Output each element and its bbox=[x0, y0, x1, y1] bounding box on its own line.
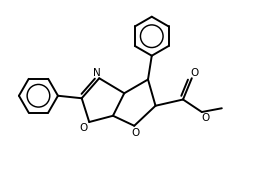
Text: O: O bbox=[131, 128, 140, 138]
Text: N: N bbox=[93, 68, 101, 78]
Text: O: O bbox=[80, 122, 88, 132]
Text: O: O bbox=[190, 68, 198, 78]
Text: O: O bbox=[201, 112, 210, 122]
